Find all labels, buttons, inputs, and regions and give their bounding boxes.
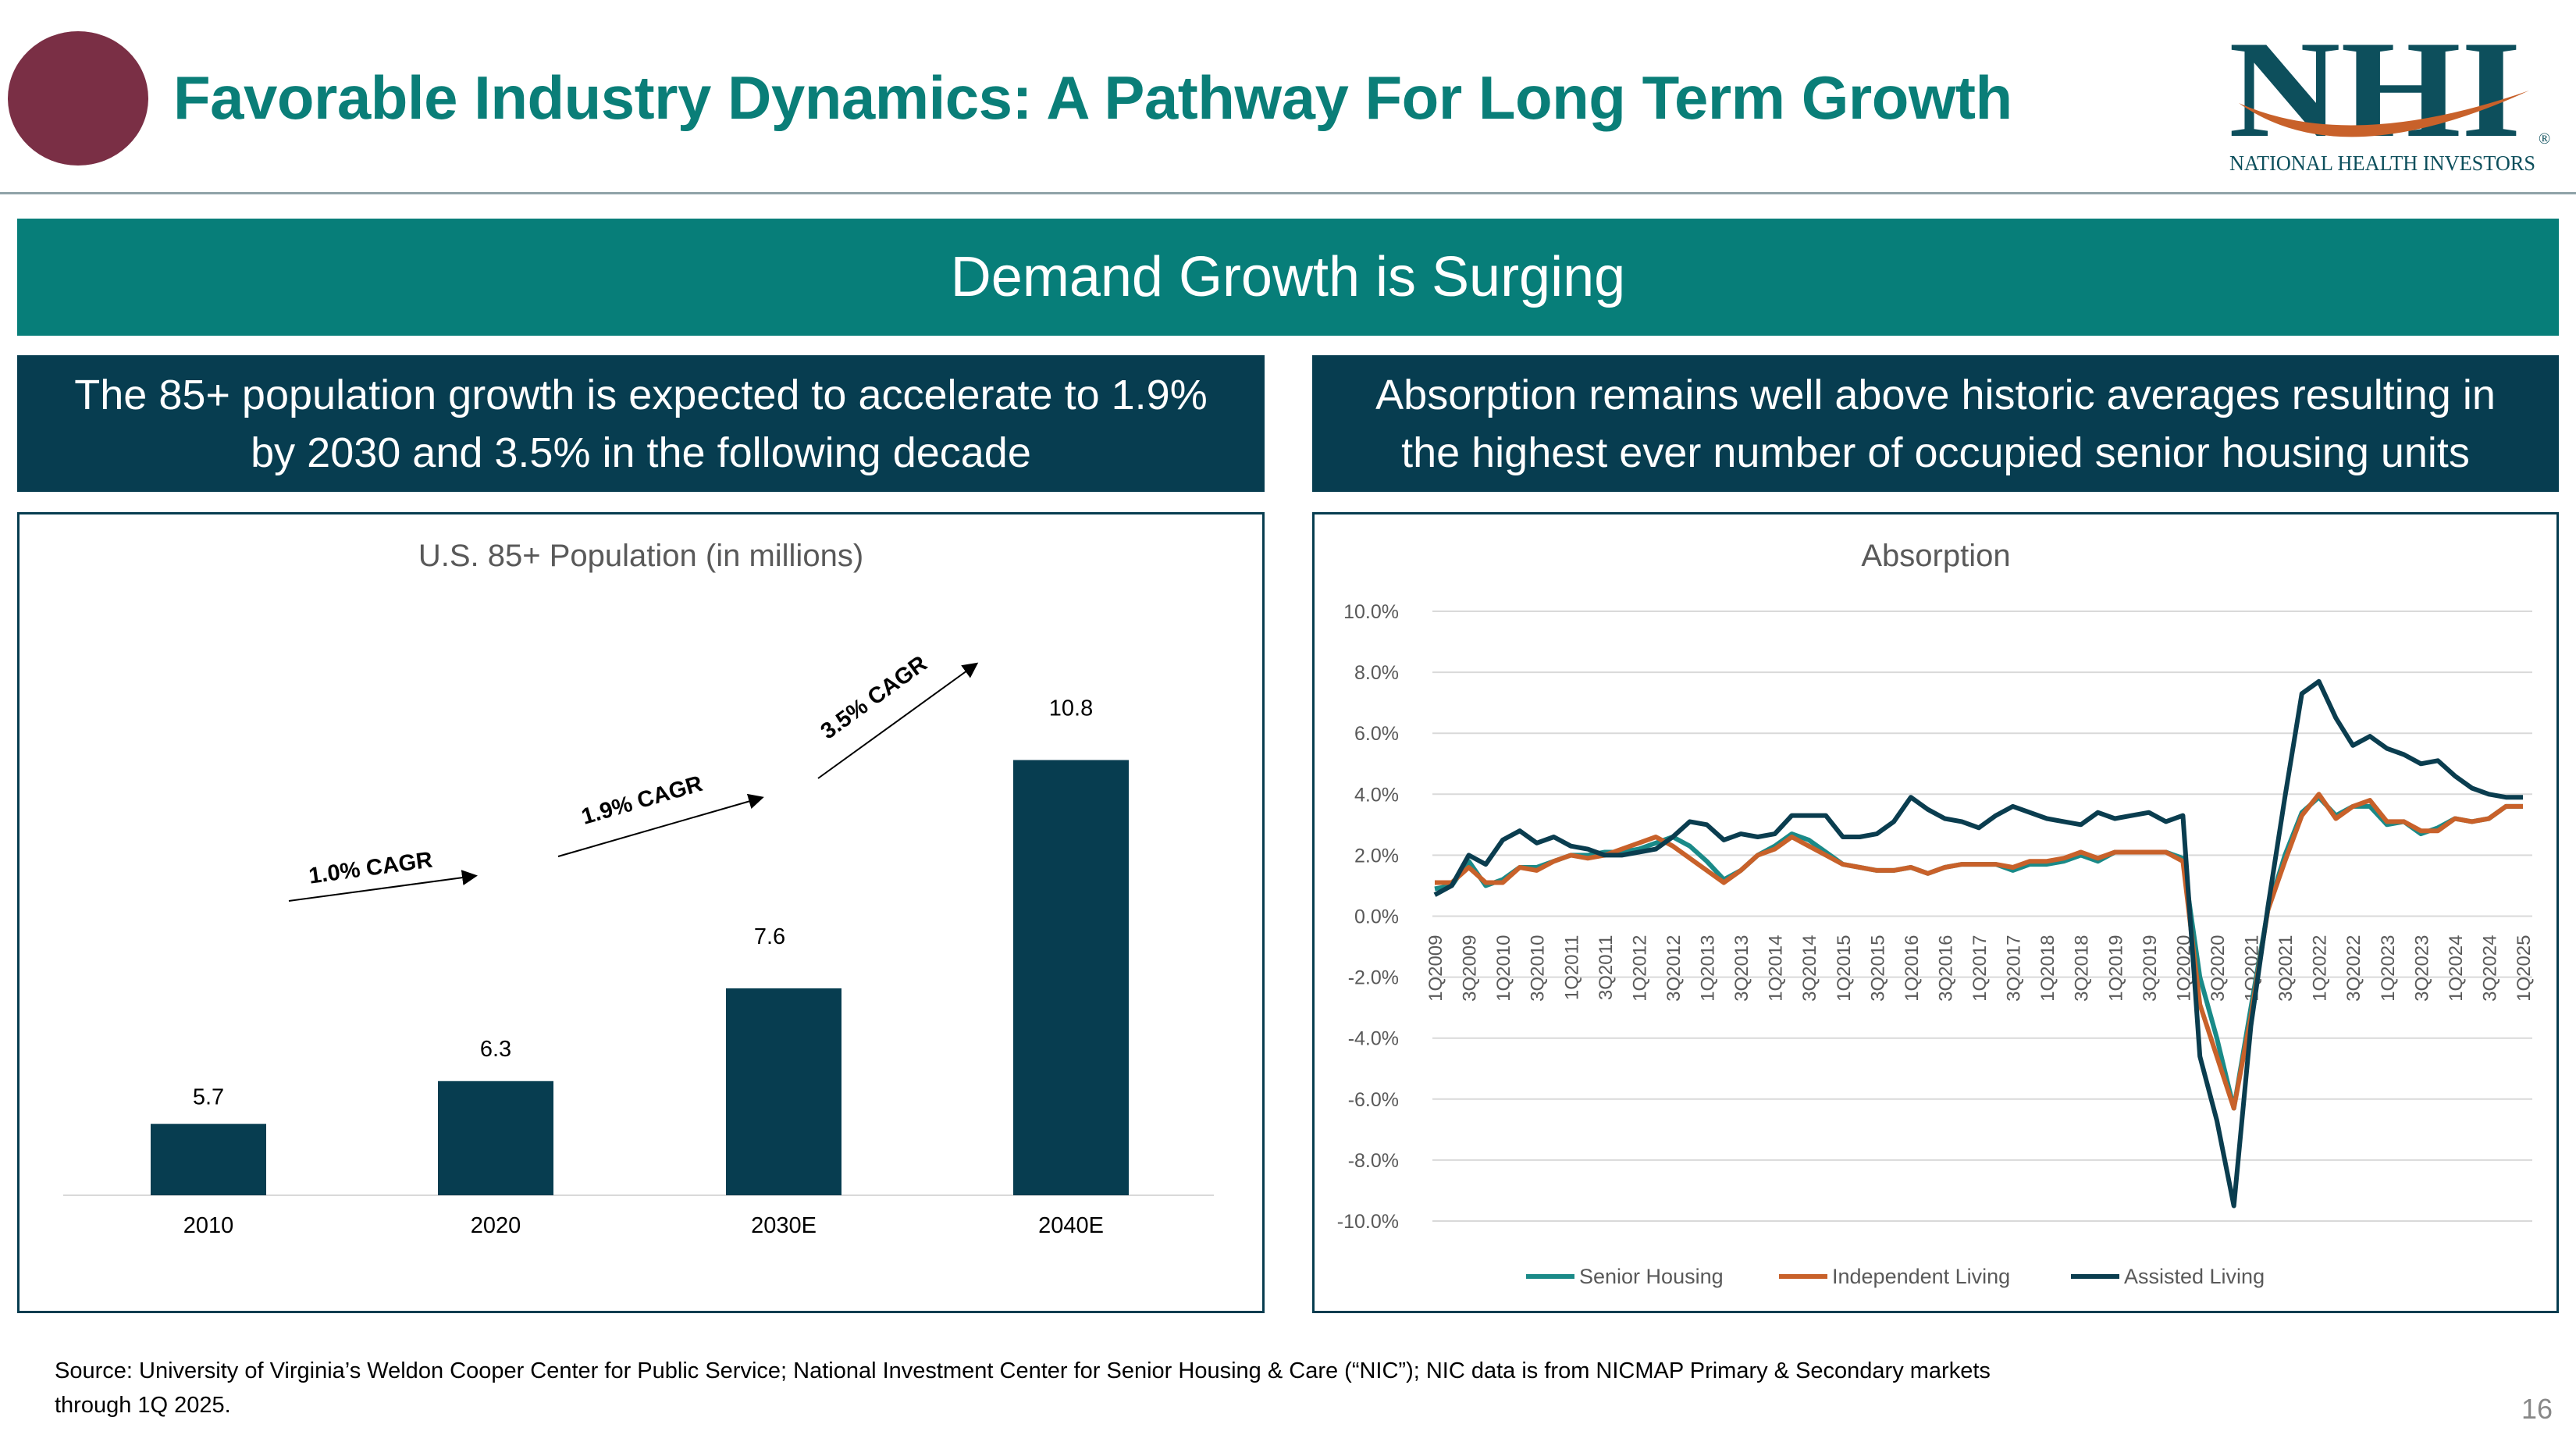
bar-2030E [726, 988, 841, 1195]
series-line-independent-living [1435, 792, 2523, 1111]
bar-data-label: 6.3 [480, 1037, 511, 1062]
bar-chart-title: U.S. 85+ Population (in millions) [418, 539, 863, 573]
cagr-arrow [817, 662, 979, 779]
bar-2010 [151, 1123, 266, 1195]
left-subhead-line2: by 2030 and 3.5% in the following decade [251, 429, 1031, 476]
x-tick-label: 1Q2025 [2514, 935, 2535, 1002]
x-tick-label: 1Q2023 [2378, 935, 2399, 1002]
y-tick-label: 0.0% [1354, 906, 1399, 928]
line-chart-title: Absorption [1861, 539, 2010, 573]
x-tick-label: 1Q2013 [1698, 935, 1719, 1002]
x-tick-label: 3Q2023 [2411, 935, 2432, 1002]
y-tick-label: 2.0% [1354, 845, 1399, 867]
cagr-label: 1.9% CAGR [578, 771, 705, 830]
x-tick-label: 3Q2018 [2072, 935, 2093, 1002]
x-tick-label: 1Q2019 [2105, 935, 2126, 1002]
header-rule [0, 192, 2576, 194]
bar-data-label: 10.8 [1049, 696, 1093, 721]
y-tick-label: 6.0% [1354, 723, 1399, 745]
right-subhead: Absorption remains well above historic a… [1312, 355, 2559, 492]
population-bar-chart: U.S. 85+ Population (in millions) 2010 202… [63, 539, 1214, 1238]
cagr-label: 1.0% CAGR [308, 848, 434, 889]
cagr-arrow [288, 870, 478, 902]
source-note: Source: University of Virginia’s Weldon … [55, 1354, 2209, 1422]
x-tick-label: 1Q2024 [2446, 935, 2467, 1002]
nhi-logo: NHI ® NATIONAL HEALTH INVESTORS [2229, 28, 2550, 175]
population-chart-panel: U.S. 85+ Population (in millions) 2010 202… [17, 512, 1265, 1313]
page-number: 16 [2521, 1393, 2553, 1425]
x-tick-label: 2020 [471, 1213, 521, 1238]
x-tick-label: 1Q2017 [1969, 935, 1991, 1002]
y-tick-label: -6.0% [1348, 1089, 1399, 1111]
y-tick-label: 8.0% [1354, 662, 1399, 684]
x-tick-label: 3Q2021 [2275, 935, 2297, 1002]
x-tick-label: 3Q2019 [2140, 935, 2161, 1002]
bar-2040E [1013, 760, 1129, 1195]
x-tick-label: 1Q2012 [1629, 935, 1650, 1002]
y-tick-label: -8.0% [1348, 1150, 1399, 1172]
cagr-arrow [557, 793, 764, 857]
absorption-line-chart: Absorption 10.0% 8.0% 6.0% 4.0% 2.0% 0.0% -2.0%… [1337, 539, 2535, 1288]
y-tick-label: -4.0% [1348, 1028, 1399, 1050]
y-tick-label: -10.0% [1337, 1211, 1399, 1233]
x-tick-label: 2040E [1038, 1213, 1104, 1238]
x-tick-label: 3Q2009 [1460, 935, 1481, 1002]
x-tick-label: 1Q2016 [1902, 935, 1923, 1002]
banner-text: Demand Growth is Surging [950, 246, 1626, 308]
x-tick-label: 2010 [183, 1213, 234, 1238]
cagr-label: 3.5% CAGR [817, 651, 932, 745]
legend-label: Assisted Living [2124, 1265, 2265, 1288]
logo-subtext: NATIONAL HEALTH INVESTORS [2229, 151, 2535, 175]
legend-label: Independent Living [1832, 1265, 2010, 1288]
x-tick-label: 3Q2013 [1731, 935, 1752, 1002]
x-tick-label: 3Q2017 [2004, 935, 2025, 1002]
x-tick-label: 3Q2022 [2343, 935, 2364, 1002]
y-tick-label: 10.0% [1343, 601, 1399, 623]
y-tick-label: -2.0% [1348, 967, 1399, 989]
x-tick-label: 1Q2015 [1834, 935, 1855, 1002]
x-tick-label: 3Q2015 [1867, 935, 1888, 1002]
x-tick-label: 1Q2022 [2310, 935, 2331, 1002]
x-tick-label: 1Q2011 [1561, 935, 1582, 1001]
absorption-chart-panel: Absorption 10.0% 8.0% 6.0% 4.0% 2.0% 0.0% -2.0%… [1312, 512, 2559, 1313]
x-tick-label: 1Q2010 [1493, 935, 1514, 1002]
logo-swoosh [2239, 91, 2529, 137]
bar-data-label: 5.7 [193, 1085, 224, 1110]
bar-2020 [438, 1081, 553, 1195]
x-tick-label: 2030E [751, 1213, 817, 1238]
x-tick-label: 3Q2016 [1935, 935, 1956, 1002]
left-subhead-line1: The 85+ population growth is expected to… [74, 371, 1208, 418]
left-subhead: The 85+ population growth is expected to… [17, 355, 1265, 492]
logo-text: NHI [2229, 28, 2521, 166]
y-tick-label: 4.0% [1354, 784, 1399, 806]
right-subhead-line1: Absorption remains well above historic a… [1375, 371, 2496, 418]
source-line2: through 1Q 2025. [55, 1393, 231, 1418]
decorative-circle [8, 31, 148, 166]
x-tick-label: 3Q2024 [2479, 935, 2500, 1002]
source-line1: Source: University of Virginia’s Weldon … [55, 1358, 1991, 1383]
x-tick-label: 1Q2018 [2037, 935, 2058, 1002]
section-banner: Demand Growth is Surging [17, 219, 2559, 336]
x-tick-label: 3Q2012 [1663, 935, 1685, 1002]
legend-label: Senior Housing [1579, 1265, 1724, 1288]
right-subhead-line2: the highest ever number of occupied seni… [1401, 429, 2470, 476]
x-tick-label: 3Q2010 [1528, 935, 1549, 1002]
x-tick-label: 3Q2011 [1596, 935, 1617, 1001]
x-tick-label: 3Q2014 [1799, 935, 1820, 1002]
x-tick-label: 1Q2009 [1425, 935, 1446, 1002]
series-line-assisted-living [1433, 678, 2523, 1209]
bar-data-label: 7.6 [754, 924, 785, 949]
logo-registered: ® [2539, 130, 2550, 148]
x-tick-label: 3Q2020 [2208, 935, 2229, 1002]
x-tick-label: 1Q2014 [1766, 935, 1787, 1002]
page-title: Favorable Industry Dynamics: A Pathway F… [173, 63, 2012, 132]
